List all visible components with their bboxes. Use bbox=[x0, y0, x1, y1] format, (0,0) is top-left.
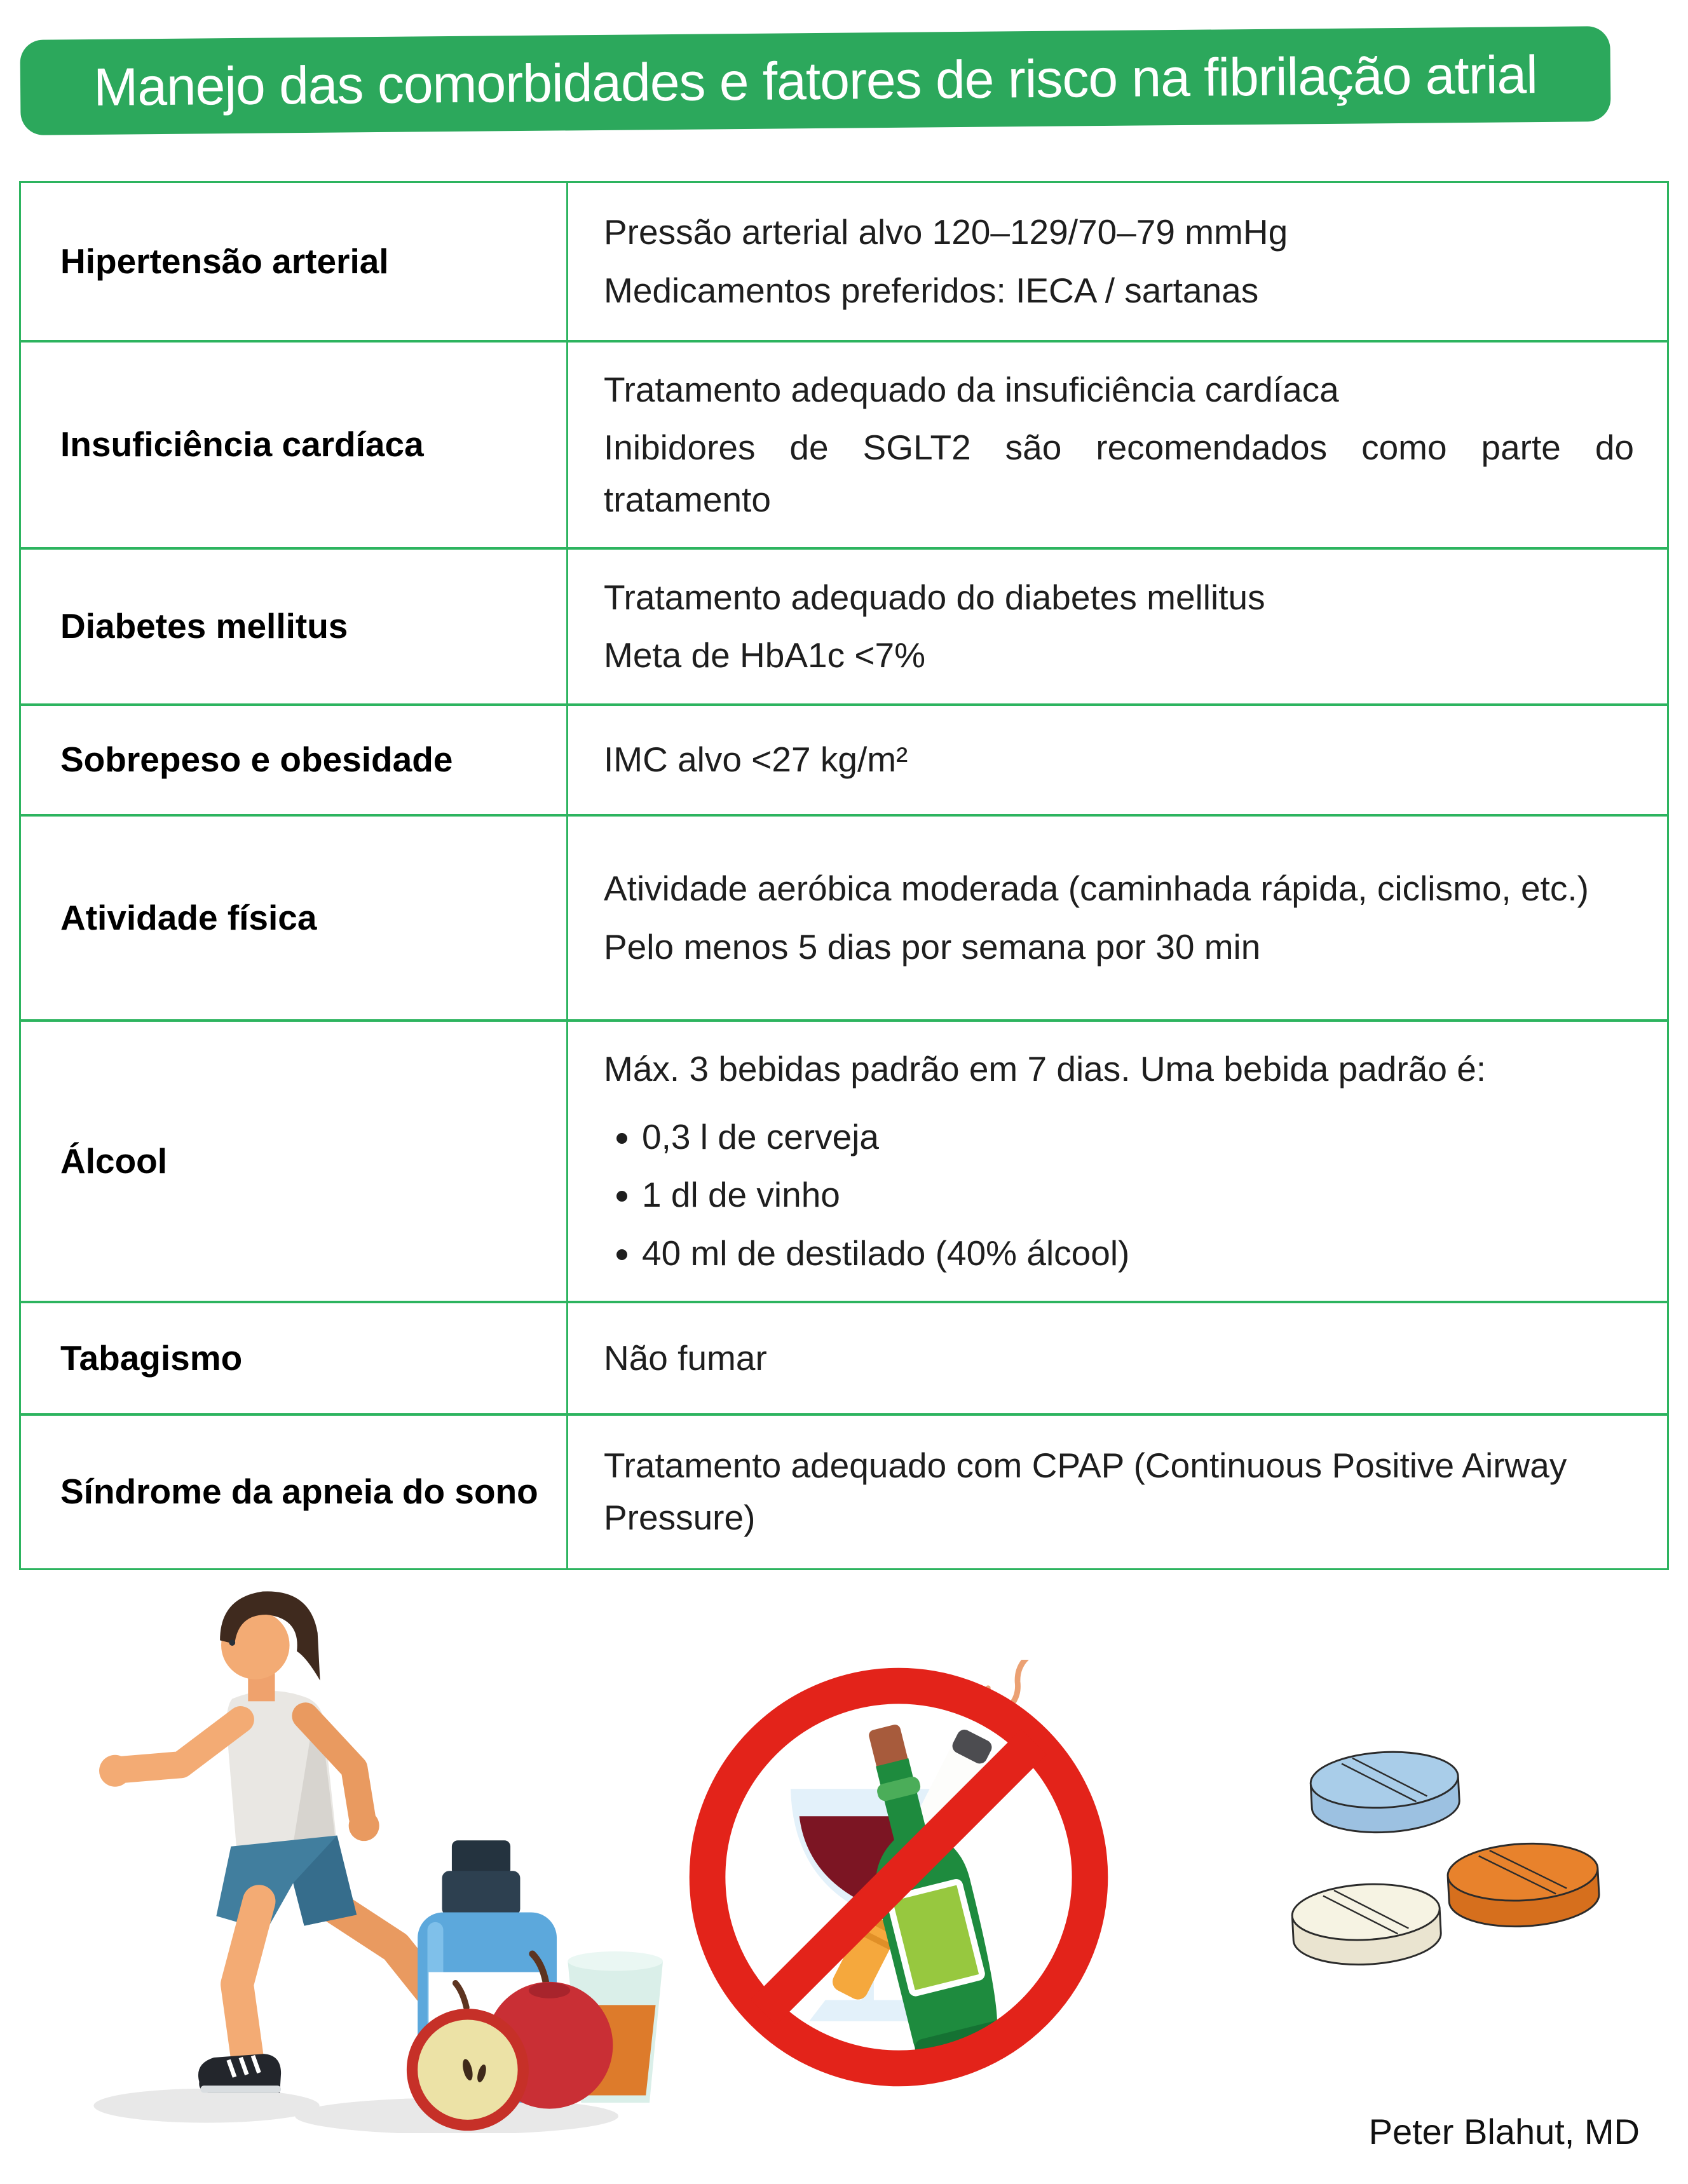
row-label: Diabetes mellitus bbox=[60, 606, 348, 646]
table-row-heart-failure: Insuficiência cardíaca Tratamento adequa… bbox=[21, 340, 1667, 548]
table-row-diabetes: Diabetes mellitus Tratamento adequado do… bbox=[21, 547, 1667, 704]
table-row-alcohol: Álcool Máx. 3 bebidas padrão em 7 dias. … bbox=[21, 1019, 1667, 1301]
cell-text: Meta de HbA1c <7% bbox=[604, 635, 925, 675]
table-row-sleep-apnea: Síndrome da apneia do sono Tratamento ad… bbox=[21, 1413, 1667, 1568]
cell-text: Não fumar bbox=[604, 1338, 767, 1378]
row-label: Atividade física bbox=[60, 897, 317, 937]
cell-text: Medicamentos preferidos: IECA / sartanas bbox=[604, 270, 1259, 310]
bullet-item: 40 ml de destilado (40% álcool) bbox=[642, 1228, 1634, 1279]
pill-orange-icon bbox=[1446, 1842, 1600, 1928]
cell-text: Inibidores de SGLT2 são recomendados com… bbox=[604, 428, 1634, 519]
pill-blue-icon bbox=[1309, 1751, 1460, 1834]
apples-icon bbox=[406, 1950, 613, 2131]
table-row-smoking: Tabagismo Não fumar bbox=[21, 1300, 1667, 1413]
table-row-hypertension: Hipertensão arterial Pressão arterial al… bbox=[21, 183, 1667, 340]
row-label: Sobrepeso e obesidade bbox=[60, 740, 453, 780]
cell-text: IMC alvo <27 kg/m² bbox=[604, 740, 908, 780]
prohibition-ring-icon bbox=[689, 1667, 1108, 2087]
row-content: Tratamento adequado da insuficiência car… bbox=[566, 343, 1667, 548]
row-content: Tratamento adequado do diabetes mellitus… bbox=[566, 550, 1667, 704]
bullet-item: 1 dl de vinho bbox=[642, 1170, 1634, 1221]
pills-illustration-icon bbox=[1291, 1751, 1600, 1966]
author-credit: Peter Blahut, MD bbox=[1368, 2112, 1640, 2152]
row-content: Tratamento adequado com CPAP (Continuous… bbox=[566, 1415, 1667, 1568]
table-row-physical-activity: Atividade física Atividade aeróbica mode… bbox=[21, 814, 1667, 1020]
pill-white-icon bbox=[1291, 1883, 1442, 1966]
table-row-obesity: Sobrepeso e obesidade IMC alvo <27 kg/m² bbox=[21, 703, 1667, 815]
row-content: Atividade aeróbica moderada (caminhada r… bbox=[566, 817, 1667, 1020]
no-alcohol-smoking-sign-icon bbox=[689, 1660, 1108, 2087]
comorbidity-table: Hipertensão arterial Pressão arterial al… bbox=[19, 181, 1669, 1570]
row-label: Hipertensão arterial bbox=[60, 241, 389, 281]
runner-illustration-icon bbox=[93, 1591, 664, 2133]
cell-text: Tratamento adequado da insuficiência car… bbox=[604, 370, 1339, 409]
bullet-item: 0,3 l de cerveja bbox=[642, 1112, 1634, 1163]
cell-text: Pressão arterial alvo 120–129/70–79 mmHg bbox=[604, 212, 1288, 252]
alcohol-bullet-list: 0,3 l de cerveja 1 dl de vinho 40 ml de … bbox=[604, 1104, 1634, 1279]
cell-text: Pelo menos 5 dias por semana por 30 min bbox=[604, 926, 1261, 967]
row-content: Não fumar bbox=[566, 1303, 1667, 1413]
row-content: Pressão arterial alvo 120–129/70–79 mmHg… bbox=[566, 183, 1667, 340]
row-label: Álcool bbox=[60, 1141, 168, 1181]
cell-text: Máx. 3 bebidas padrão em 7 dias. Uma beb… bbox=[604, 1049, 1487, 1089]
row-label: Tabagismo bbox=[60, 1338, 243, 1378]
cell-text: Tratamento adequado do diabetes mellitus bbox=[604, 577, 1265, 617]
row-content: IMC alvo <27 kg/m² bbox=[566, 706, 1667, 815]
title-banner: Manejo das comorbidades e fatores de ris… bbox=[20, 26, 1611, 135]
row-label: Síndrome da apneia do sono bbox=[60, 1472, 538, 1512]
cell-text: Atividade aeróbica moderada (caminhada r… bbox=[604, 869, 1589, 909]
row-content: Máx. 3 bebidas padrão em 7 dias. Uma beb… bbox=[566, 1022, 1667, 1301]
cell-text: Tratamento adequado com CPAP (Continuous… bbox=[604, 1446, 1567, 1537]
page-title: Manejo das comorbidades e fatores de ris… bbox=[93, 44, 1538, 117]
row-label: Insuficiência cardíaca bbox=[60, 424, 424, 465]
